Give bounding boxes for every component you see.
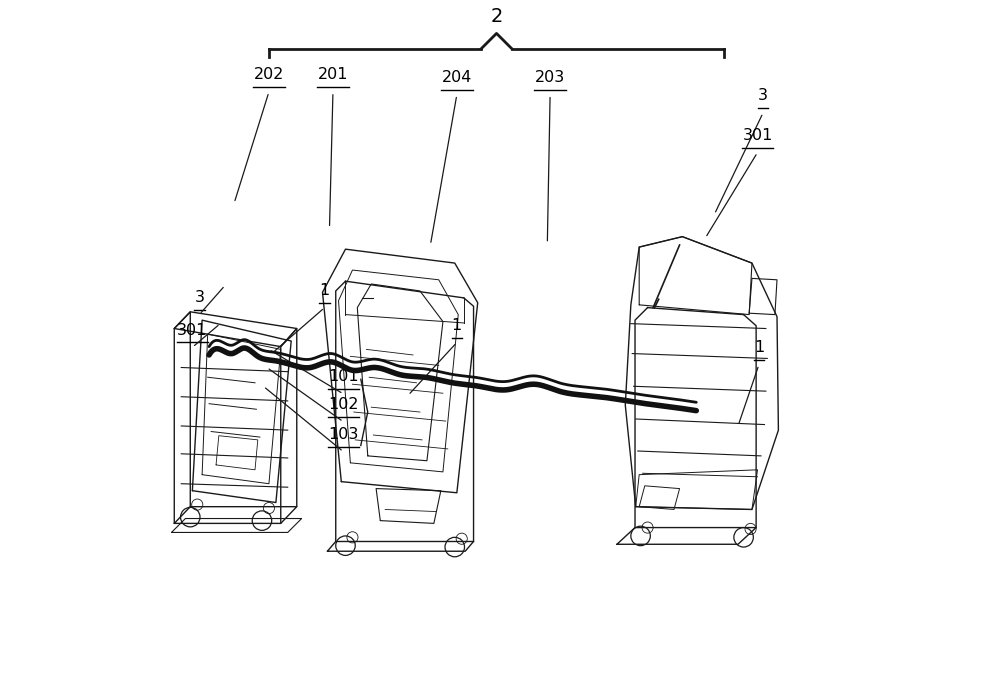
Text: 102: 102 (328, 397, 359, 412)
Text: 203: 203 (535, 70, 565, 85)
Text: 202: 202 (254, 67, 284, 82)
Text: 101: 101 (328, 369, 359, 384)
Text: 204: 204 (442, 70, 472, 85)
Text: 3: 3 (194, 290, 204, 305)
Text: 201: 201 (318, 67, 348, 82)
Text: 2: 2 (490, 8, 503, 26)
Text: 1: 1 (452, 317, 462, 333)
Text: 1: 1 (754, 340, 764, 355)
Text: 3: 3 (758, 88, 768, 103)
Text: 1: 1 (319, 283, 330, 298)
Text: 103: 103 (328, 427, 359, 442)
Text: 301: 301 (177, 322, 208, 338)
Text: 301: 301 (742, 127, 773, 143)
